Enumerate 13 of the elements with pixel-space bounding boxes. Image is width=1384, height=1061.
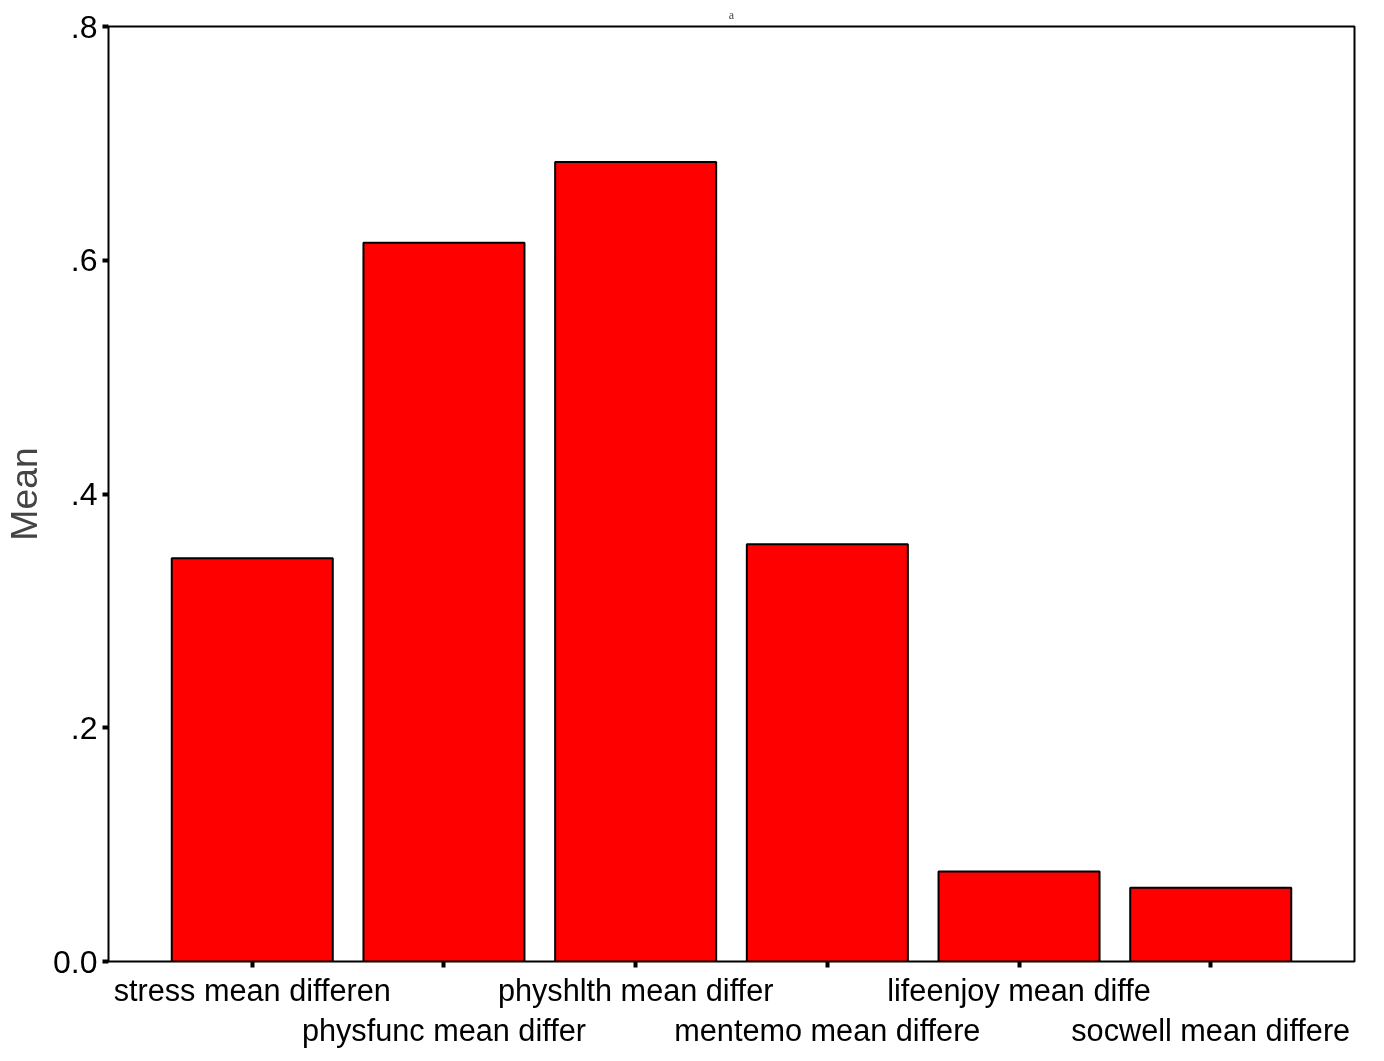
y-axis-title: Mean (3, 447, 46, 541)
x-tick-label: socwell mean differe (1071, 1013, 1351, 1048)
x-tick-label: stress mean differen (113, 972, 391, 1007)
y-tick-label: .6 (70, 242, 98, 279)
x-tick-label: mentemo mean differe (674, 1013, 981, 1048)
y-tick-label: .8 (70, 8, 98, 45)
x-tick-label: physhlth mean differ (497, 972, 774, 1008)
y-tick-label: .2 (70, 709, 98, 746)
x-tick-label: physfunc mean differ (301, 1013, 586, 1049)
x-tick-label: lifeenjoy mean diffe (887, 972, 1151, 1008)
text: a (728, 7, 735, 22)
y-tick-label: .4 (70, 476, 98, 512)
y-tick-label: 0.0 (53, 943, 98, 980)
